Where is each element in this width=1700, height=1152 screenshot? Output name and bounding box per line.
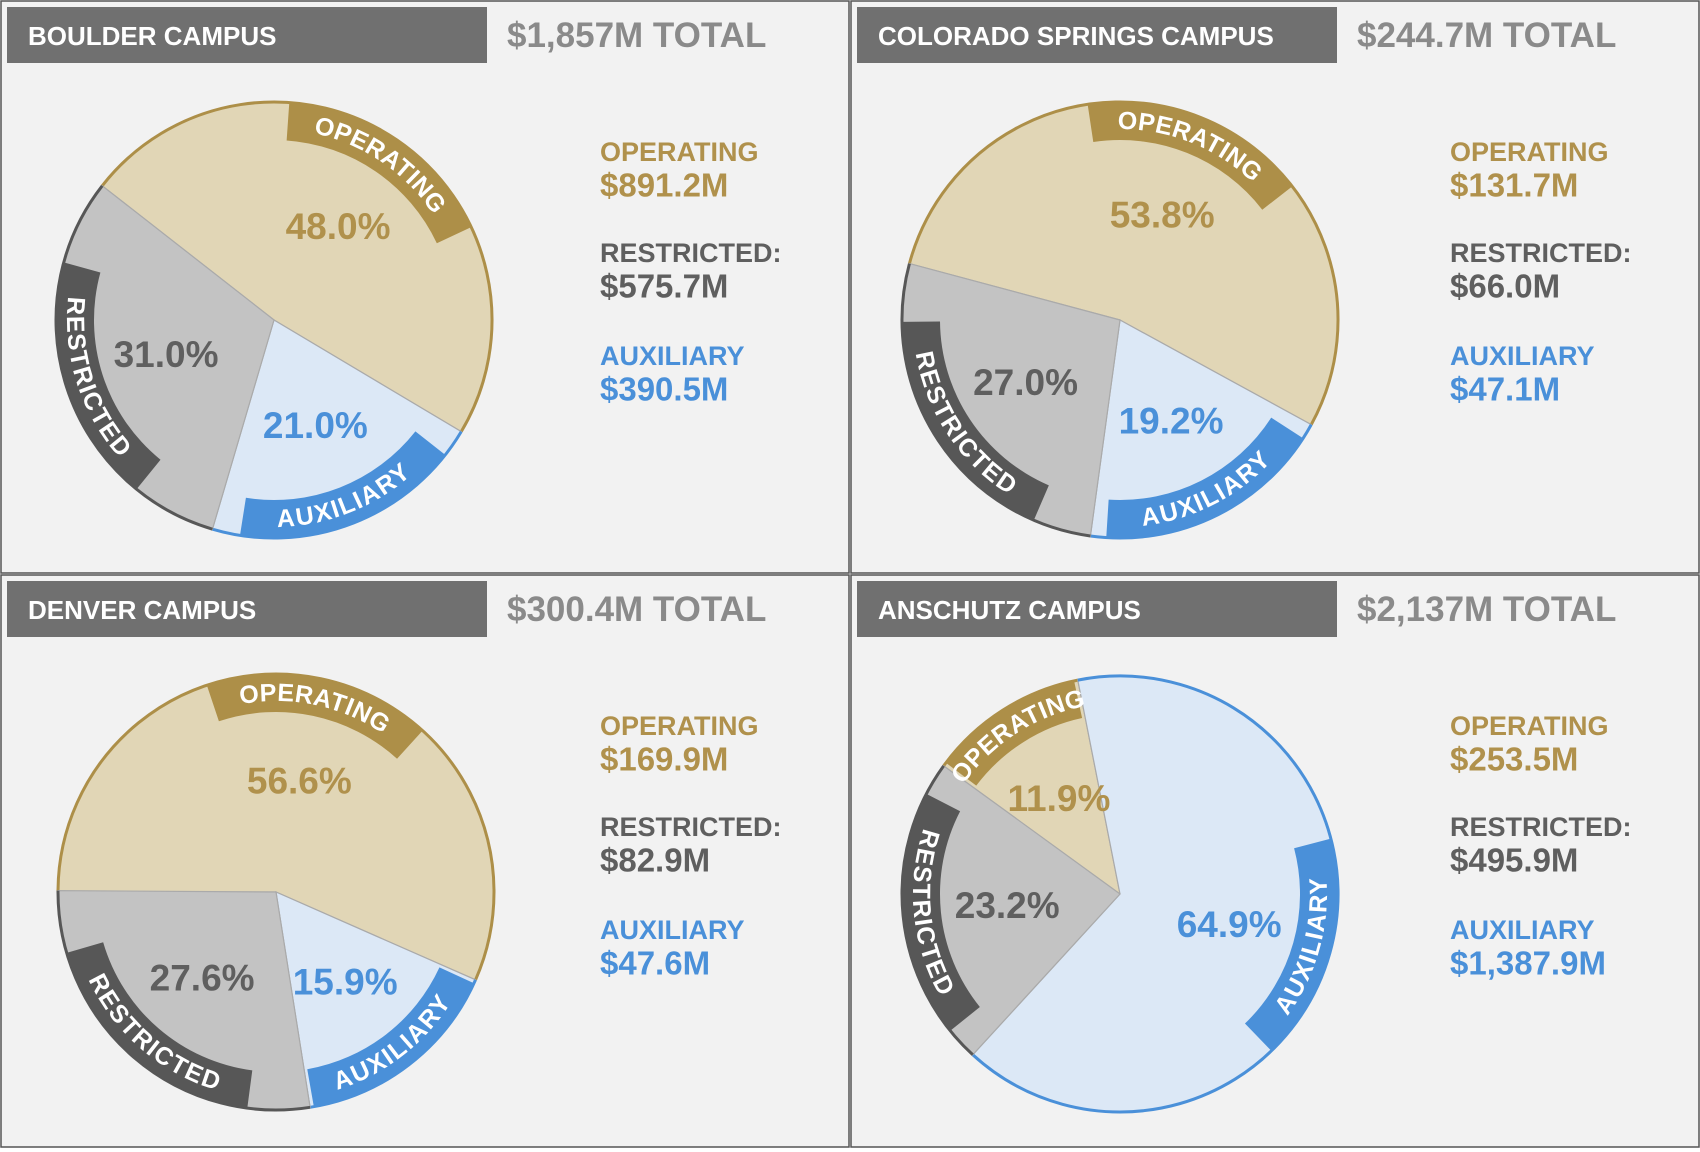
campus-panel: BOULDER CAMPUS $1,857M TOTAL OPERATING 48.0… bbox=[0, 0, 850, 574]
ring-band bbox=[945, 680, 1083, 786]
ring-band bbox=[206, 674, 423, 759]
percent-label: 27.6% bbox=[150, 957, 255, 998]
percent-label: 64.9% bbox=[1177, 904, 1282, 945]
ring-band bbox=[239, 431, 446, 538]
ring-band bbox=[55, 262, 161, 490]
legend-amount: $390.5M bbox=[600, 371, 728, 408]
legend-label: RESTRICTED: bbox=[600, 238, 782, 268]
percent-label: 23.2% bbox=[955, 885, 1060, 926]
ring-band bbox=[1244, 838, 1338, 1051]
percent-label: 56.6% bbox=[247, 761, 352, 802]
legend-amount: $891.2M bbox=[600, 167, 728, 204]
slice-outline bbox=[907, 100, 1340, 426]
legend-label: OPERATING bbox=[1450, 137, 1609, 167]
percent-label: 31.0% bbox=[114, 334, 219, 375]
legend-label: AUXILIARY bbox=[1450, 341, 1595, 371]
ring-band bbox=[902, 793, 980, 1031]
panel-total: $2,137M TOTAL bbox=[1357, 590, 1616, 629]
legend-amount: $47.1M bbox=[1450, 371, 1560, 408]
legend-label: RESTRICTED: bbox=[1450, 812, 1632, 842]
ring-band bbox=[286, 102, 472, 244]
legend-amount: $82.9M bbox=[600, 842, 710, 879]
campus-panel: DENVER CAMPUS $300.4M TOTAL OPERATING 56.6%… bbox=[0, 574, 850, 1148]
legend-label: OPERATING bbox=[600, 711, 759, 741]
campus-panel: COLORADO SPRINGS CAMPUS $244.7M TOTAL OPER… bbox=[850, 0, 1700, 574]
panel-title: BOULDER CAMPUS bbox=[28, 21, 276, 51]
ring-band bbox=[307, 967, 474, 1107]
panel-total: $300.4M TOTAL bbox=[507, 590, 766, 629]
ring-band bbox=[66, 942, 253, 1109]
title-bar bbox=[857, 7, 1337, 63]
legend-label: AUXILIARY bbox=[600, 915, 745, 945]
panel-title: DENVER CAMPUS bbox=[28, 595, 256, 625]
panel-total: $1,857M TOTAL bbox=[507, 16, 766, 55]
campus-panel: ANSCHUTZ CAMPUS $2,137M TOTAL OPERATING 11.… bbox=[850, 574, 1700, 1148]
legend-amount: $575.7M bbox=[600, 268, 728, 305]
panel-total: $244.7M TOTAL bbox=[1357, 16, 1616, 55]
panel-title: ANSCHUTZ CAMPUS bbox=[878, 595, 1141, 625]
legend-amount: $66.0M bbox=[1450, 268, 1560, 305]
title-bar bbox=[857, 581, 1337, 637]
legend-label: AUXILIARY bbox=[600, 341, 745, 371]
legend-amount: $169.9M bbox=[600, 741, 728, 778]
legend-amount: $495.9M bbox=[1450, 842, 1578, 879]
legend-label: OPERATING bbox=[1450, 711, 1609, 741]
percent-label: 19.2% bbox=[1119, 401, 1224, 442]
percent-label: 27.0% bbox=[973, 362, 1078, 403]
legend-amount: $47.6M bbox=[600, 945, 710, 982]
percent-label: 21.0% bbox=[263, 405, 368, 446]
legend-label: RESTRICTED: bbox=[1450, 238, 1632, 268]
legend-amount: $131.7M bbox=[1450, 167, 1578, 204]
legend-amount: $1,387.9M bbox=[1450, 945, 1606, 982]
legend-label: AUXILIARY bbox=[1450, 915, 1595, 945]
percent-label: 15.9% bbox=[293, 961, 398, 1002]
ring-band bbox=[1106, 417, 1304, 539]
ring-band bbox=[1087, 102, 1293, 210]
percent-label: 53.8% bbox=[1110, 194, 1215, 235]
title-bar bbox=[7, 7, 487, 63]
title-bar bbox=[7, 581, 487, 637]
legend-label: RESTRICTED: bbox=[600, 812, 782, 842]
legend-amount: $253.5M bbox=[1450, 741, 1578, 778]
legend-label: OPERATING bbox=[600, 137, 759, 167]
percent-label: 48.0% bbox=[286, 206, 391, 247]
ring-band bbox=[902, 321, 1049, 521]
panel-title: COLORADO SPRINGS CAMPUS bbox=[878, 21, 1274, 51]
percent-label: 11.9% bbox=[1008, 778, 1111, 819]
